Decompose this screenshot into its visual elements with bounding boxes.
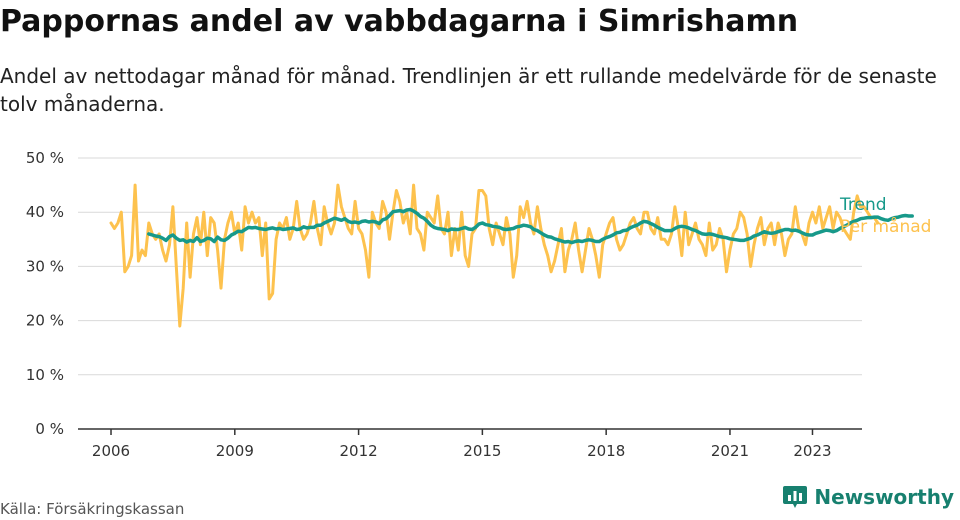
y-tick-label: 30 % <box>26 257 64 275</box>
x-tick-label: 2018 <box>587 442 625 460</box>
chart-title: Pappornas andel av vabbdagarna i Simrish… <box>0 4 799 39</box>
legend-label-trend: Trend <box>839 195 887 215</box>
x-tick-label: 2012 <box>339 442 377 460</box>
x-tick-label: 2009 <box>216 442 254 460</box>
y-tick-label: 40 % <box>26 203 64 221</box>
y-tick-label: 10 % <box>26 366 64 384</box>
y-tick-label: 20 % <box>26 312 64 330</box>
source-note: Källa: Försäkringskassan <box>0 500 185 518</box>
y-tick-label: 50 % <box>26 149 64 167</box>
brand-name: Newsworthy <box>814 485 954 509</box>
brand-logo[interactable]: Newsworthy <box>782 484 954 510</box>
x-tick-label: 2023 <box>793 442 831 460</box>
newsworthy-logo-icon <box>783 486 808 508</box>
y-tick-label: 0 % <box>35 420 64 438</box>
x-tick-label: 2006 <box>92 442 130 460</box>
x-tick-label: 2021 <box>711 442 749 460</box>
x-tick-label: 2015 <box>463 442 501 460</box>
monthly-series-line <box>109 183 880 328</box>
chart-subtitle: Andel av nettodagar månad för månad. Tre… <box>0 64 937 116</box>
legend-label-monthly: Per månad <box>840 216 931 237</box>
trend-series-line <box>147 207 914 245</box>
